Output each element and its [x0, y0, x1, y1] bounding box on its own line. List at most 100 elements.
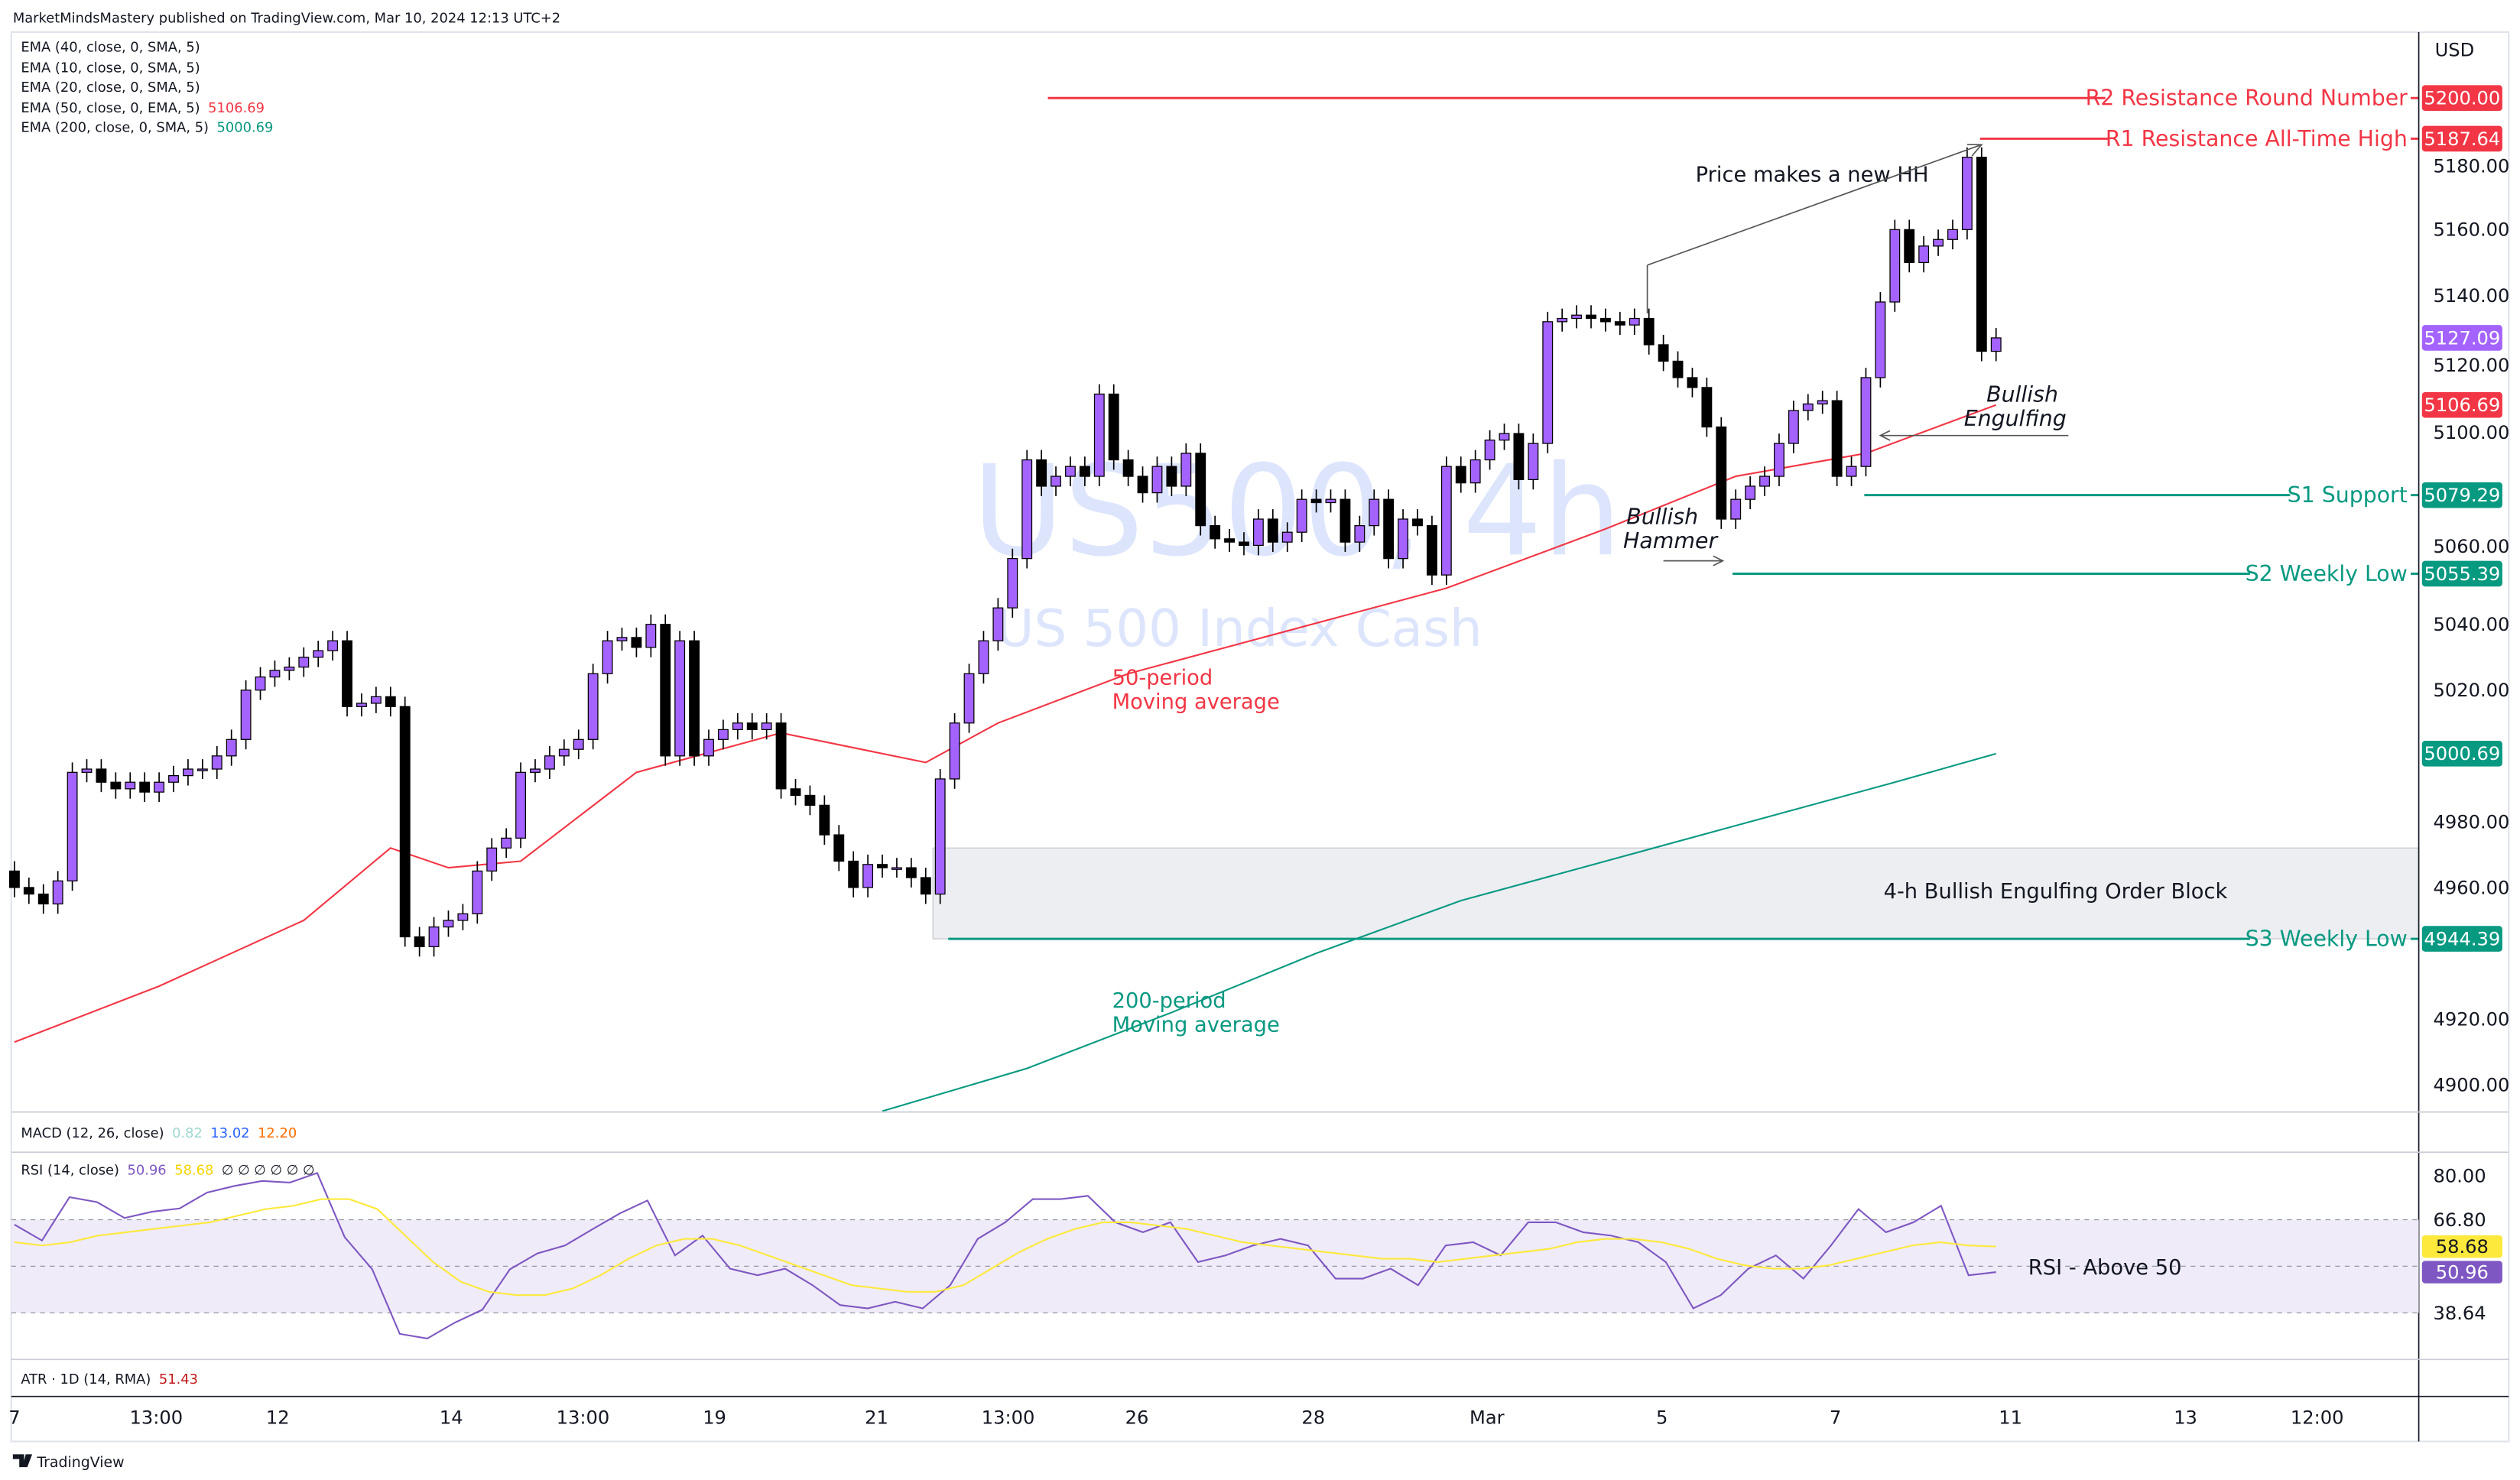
candle [1817, 391, 1828, 414]
candle-body [356, 703, 367, 707]
candle-body [1340, 498, 1351, 543]
tradingview-brand: TradingView [36, 1454, 124, 1471]
candle [472, 861, 483, 924]
candle-body [1484, 440, 1495, 461]
candle-body [1398, 518, 1409, 560]
rsi-axis-tick: 66.80 [2433, 1209, 2486, 1231]
candle-body [934, 778, 946, 895]
candle [963, 664, 975, 733]
svg-text:EMA (20, close, 0, SMA, 5): EMA (20, close, 0, SMA, 5) [21, 80, 200, 96]
candle [530, 759, 541, 783]
arrow-icon [1966, 144, 1983, 157]
candle [1976, 147, 1987, 362]
candle-body [298, 657, 310, 668]
candle-body [602, 640, 613, 674]
candle-body [1730, 498, 1742, 520]
arrow-left-icon [1879, 430, 1891, 441]
price-badge [2421, 325, 2502, 351]
time-tick: 19 [703, 1407, 726, 1428]
price-axis[interactable]: 5200.00 5187.64 5079.29 5055.39 4944.39 5127.… [2421, 85, 2510, 1096]
candle [1369, 489, 1380, 536]
time-tick: 12:00 [2291, 1407, 2344, 1428]
candle [616, 627, 628, 651]
arrow-right-icon [1713, 555, 1725, 566]
candle [1889, 219, 1901, 312]
candle-body [1687, 377, 1698, 388]
candle-body [183, 768, 193, 777]
candle-body [1007, 558, 1018, 609]
annotation-order-block: 4-h Bullish Engulfing Order Block [1884, 880, 2228, 904]
annotation-rsi: RSI - Above 50 [2028, 1256, 2182, 1280]
candle [761, 712, 772, 740]
indicator-legend: EMA (40, close, 0, SMA, 5) EMA (10, clos… [21, 39, 273, 135]
candle [746, 712, 758, 740]
candle [1701, 377, 1713, 437]
candle [1557, 308, 1568, 332]
price-badge [2421, 125, 2502, 152]
candle-body [746, 722, 758, 731]
candle [23, 878, 34, 904]
tradingview-logo[interactable]: TradingView [12, 1454, 125, 1471]
candle-body [8, 870, 20, 888]
candle [1021, 450, 1033, 569]
candle [356, 693, 367, 717]
candle [1571, 305, 1583, 329]
candle [905, 858, 917, 888]
candle-body [761, 722, 772, 731]
price-tick: 5180.00 [2433, 156, 2509, 177]
candle [631, 627, 642, 657]
candle-body [1455, 466, 1466, 484]
price-tick: 4980.00 [2433, 811, 2509, 832]
candle-body [414, 936, 425, 948]
candle [920, 868, 931, 904]
candle-body [573, 738, 584, 750]
tradingview-logo-icon [12, 1454, 33, 1468]
time-tick: 7 [8, 1407, 20, 1428]
legend-ema20: EMA (20, close, 0, SMA, 5) [21, 80, 200, 96]
watermark-name: US 500 Index Cash [996, 599, 1482, 658]
candle-body [1918, 245, 1930, 264]
candle [342, 631, 352, 717]
time-tick: 13:00 [982, 1407, 1035, 1428]
candle [1239, 532, 1249, 556]
candle [992, 598, 1004, 651]
candle-body [81, 768, 93, 773]
rsi-pane[interactable]: 80.00 66.80 38.64 58.68 50.96 [11, 1166, 2502, 1340]
candle-body [486, 847, 498, 872]
candle [1122, 450, 1134, 486]
candle-body [1846, 466, 1857, 477]
svg-text:EMA (200, close, 0, SMA, 5)500: EMA (200, close, 0, SMA, 5) 5000.69 [21, 119, 273, 135]
candle [1137, 466, 1148, 503]
candle [1267, 509, 1278, 553]
candle [775, 712, 787, 799]
time-axis[interactable]: 7 13:00 12 14 13:00 19 21 13:00 26 28 Mar 5 7 11 13 12:… [8, 1407, 2343, 1428]
legend-ema50: EMA (50, close, 0, EMA, 5) [21, 100, 200, 116]
candle [1947, 219, 1958, 250]
candle-body [52, 880, 63, 905]
time-tick: 14 [440, 1407, 463, 1428]
candle [1542, 311, 1554, 453]
candle [1079, 456, 1090, 486]
annotation-ema50-1: 50-period [1112, 666, 1213, 690]
candle [934, 769, 946, 904]
candle-body [313, 650, 324, 658]
annotation-ema200-1: 200-period [1112, 989, 1226, 1013]
time-tick: 12 [266, 1407, 290, 1428]
candle-body [1281, 531, 1293, 543]
candle-body [1036, 459, 1047, 487]
candle-body [1759, 475, 1770, 487]
candle-body [1831, 400, 1843, 477]
candle [544, 745, 555, 779]
candle-body [125, 781, 136, 790]
candle-body [1499, 433, 1510, 441]
candle-body [1542, 321, 1554, 444]
candle [1166, 456, 1177, 496]
candle [284, 657, 295, 680]
candle-body [370, 696, 382, 704]
candle-body [1310, 498, 1322, 504]
candle-body [1990, 337, 2002, 352]
price-pane[interactable]: R2 Resistance Round Number R1 Resistance … [8, 86, 2420, 1112]
price-badge [2421, 741, 2502, 767]
candle [240, 680, 252, 750]
